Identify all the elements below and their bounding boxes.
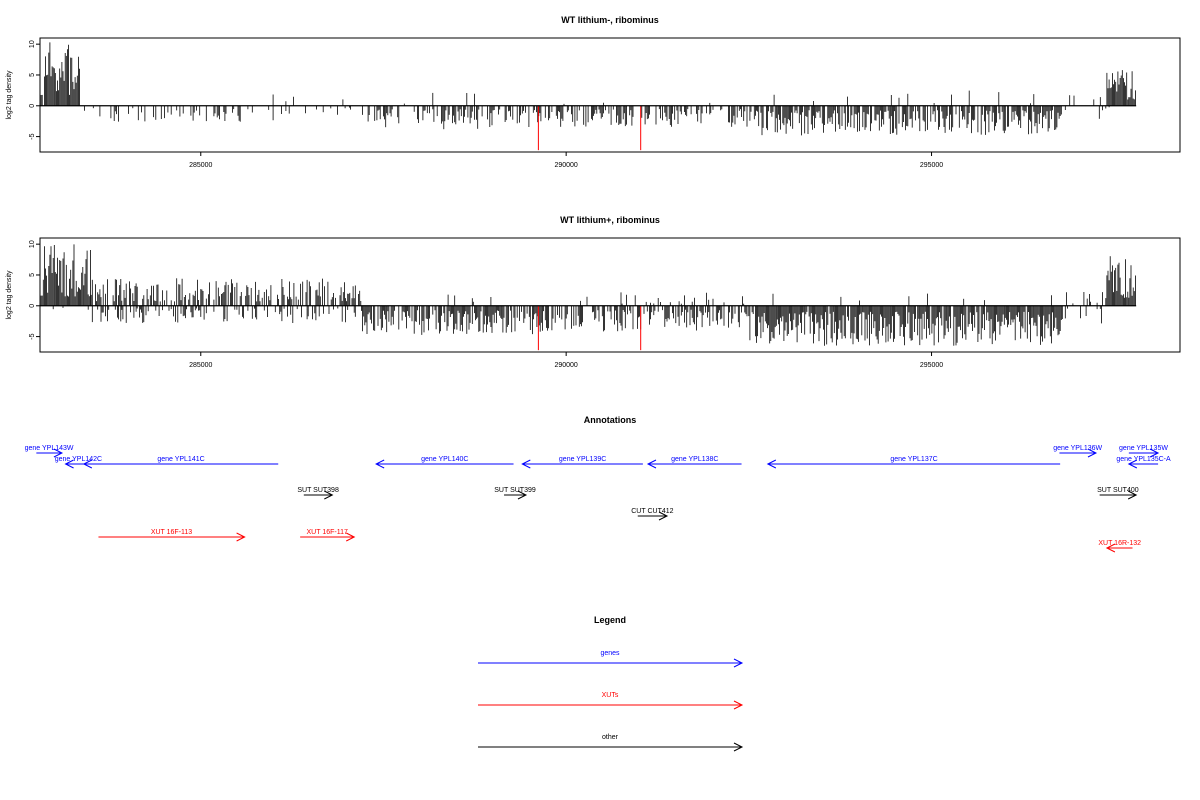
arrow-head xyxy=(64,459,74,469)
y-tick-label: -5 xyxy=(29,333,36,339)
annotation-xut: XUT 16R-132 xyxy=(1098,540,1141,553)
x-tick-label: 295000 xyxy=(920,362,943,369)
panel-lithium-plus: WT lithium+, ribominus log2 tag density … xyxy=(6,215,1181,369)
legend-title: Legend xyxy=(594,615,626,625)
annotations-title: Annotations xyxy=(584,415,637,425)
arrow-head xyxy=(517,490,528,500)
annotation-label: XUT 16F-113 xyxy=(151,529,192,536)
annotation-gene: gene YPL139C xyxy=(521,456,643,469)
legend-label: XUTs xyxy=(602,692,619,699)
annotation-label: XUT 16F-117 xyxy=(307,529,348,536)
y-tick-label: 10 xyxy=(29,240,36,248)
x-axis: 285000 290000 295000 xyxy=(189,152,943,169)
arrow-head xyxy=(324,490,334,500)
annotation-label: gene YPL139C xyxy=(559,456,606,463)
annotation-other: SUT SUT400 xyxy=(1097,487,1139,500)
arrow-head xyxy=(733,742,744,752)
annotation-gene: gene YPL142C xyxy=(55,456,102,469)
annotation-label: gene YPL142C xyxy=(55,456,102,463)
arrow-head xyxy=(1087,448,1098,458)
legend-item-other: other xyxy=(478,734,744,752)
annotation-other: SUT SUT398 xyxy=(297,487,339,500)
arrow-head xyxy=(1149,448,1160,458)
annotation-label: gene YPL138C xyxy=(671,456,718,463)
y-tick-label: 5 xyxy=(29,273,36,277)
arrow-head xyxy=(766,459,777,469)
arrow-head xyxy=(733,700,744,710)
legend-items: genes XUTs other xyxy=(478,650,744,752)
legend-item-gene: genes xyxy=(478,650,744,668)
y-axis: 10 5 0 -5 xyxy=(29,40,40,140)
y-tick-label: 0 xyxy=(29,304,36,308)
annotation-gene: gene YPL143W xyxy=(25,445,74,458)
annotation-gene: gene YPL138C xyxy=(646,456,742,469)
annotation-other: CUT CUT412 xyxy=(631,508,674,521)
annotation-label: CUT CUT412 xyxy=(631,508,673,515)
arrow-head xyxy=(1105,543,1116,553)
annotation-label: gene YPL137C xyxy=(890,456,937,463)
annotation-features: gene YPL143W gene YPL142C gene YPL141C gene… xyxy=(25,445,1171,553)
legend-label: other xyxy=(602,734,619,741)
plot-frame xyxy=(39,237,1181,353)
y-axis-label: log2 tag density xyxy=(6,270,13,320)
y-axis-label: log2 tag density xyxy=(6,70,13,120)
y-tick-label: 5 xyxy=(29,73,36,77)
annotation-label: gene YPL135W xyxy=(1119,445,1168,452)
annotation-gene: gene YPL140C xyxy=(375,456,514,469)
x-tick-label: 290000 xyxy=(554,362,577,369)
legend-item-xut: XUTs xyxy=(478,692,744,710)
arrow-head xyxy=(1127,490,1138,500)
annotation-label: SUT SUT398 xyxy=(297,487,339,494)
arrow-head xyxy=(1127,459,1138,469)
y-tick-label: 10 xyxy=(29,40,36,48)
annotation-gene: gene YPL135C-A xyxy=(1116,456,1171,469)
y-tick-label: -5 xyxy=(29,133,36,139)
red-markers xyxy=(537,305,642,351)
y-axis: 10 5 0 -5 xyxy=(29,240,40,340)
arrow-head xyxy=(375,459,385,469)
bar-series xyxy=(39,244,1136,346)
arrow-head xyxy=(53,448,64,458)
annotation-xut: XUT 16F-113 xyxy=(98,529,246,542)
annotation-label: SUT SUT400 xyxy=(1097,487,1139,494)
x-tick-label: 290000 xyxy=(554,162,577,169)
bar-series xyxy=(39,42,1136,136)
panel-title: WT lithium+, ribominus xyxy=(560,215,660,225)
annotation-label: SUT SUT399 xyxy=(494,487,536,494)
arrow-head xyxy=(236,532,246,542)
arrow-head xyxy=(733,658,744,668)
arrow-head xyxy=(658,511,669,521)
arrow-head xyxy=(646,459,657,469)
annotation-label: gene YPL135C-A xyxy=(1116,456,1171,463)
legend: Legend genes XUTs other xyxy=(478,615,744,752)
annotation-gene: gene YPL136W xyxy=(1053,445,1103,458)
x-tick-label: 285000 xyxy=(189,162,212,169)
annotation-xut: XUT 16F-117 xyxy=(300,529,356,542)
x-axis: 285000 290000 295000 xyxy=(189,352,943,369)
x-tick-label: 295000 xyxy=(920,162,943,169)
arrow-head xyxy=(346,532,356,542)
annotation-other: SUT SUT399 xyxy=(494,487,536,500)
y-tick-label: 0 xyxy=(29,104,36,108)
panel-title: WT lithium-, ribominus xyxy=(561,15,659,25)
legend-label: genes xyxy=(600,650,620,657)
x-tick-label: 285000 xyxy=(189,362,212,369)
annotation-gene: gene YPL135W xyxy=(1119,445,1168,458)
annotation-label: gene YPL141C xyxy=(157,456,204,463)
annotation-label: gene YPL136W xyxy=(1053,445,1102,452)
annotation-label: gene YPL140C xyxy=(421,456,468,463)
annotation-label: gene YPL143W xyxy=(25,445,74,452)
annotation-label: XUT 16R-132 xyxy=(1098,540,1141,547)
red-markers xyxy=(537,105,642,151)
arrow-head xyxy=(521,459,531,469)
plot-frame xyxy=(39,37,1181,153)
arrow-head xyxy=(82,459,93,469)
annotation-gene: gene YPL137C xyxy=(766,456,1061,469)
annotation-gene: gene YPL141C xyxy=(82,456,279,469)
panel-lithium-minus: WT lithium-, ribominus log2 tag density … xyxy=(6,15,1181,169)
